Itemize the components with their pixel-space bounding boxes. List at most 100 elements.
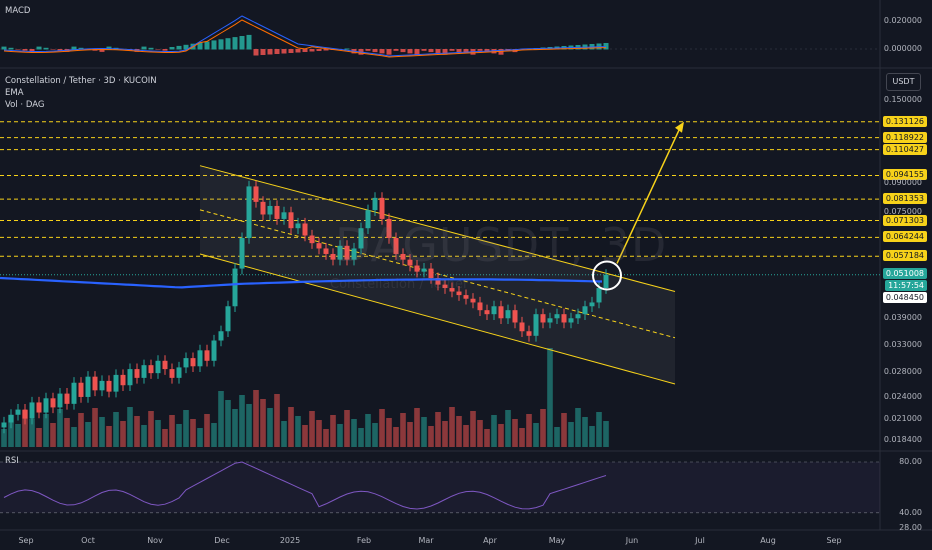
candle-body — [505, 310, 511, 319]
macd-histogram-bar — [267, 49, 273, 55]
volume-bar — [64, 418, 70, 447]
candle-body — [477, 302, 483, 311]
macd-histogram-bar — [449, 49, 455, 51]
volume-bar — [78, 413, 84, 447]
volume-bar — [484, 429, 490, 447]
candle-body — [316, 243, 322, 249]
candle-body — [15, 409, 21, 415]
price-tick-label: 0.090000 — [883, 177, 922, 187]
currency-unit-button[interactable]: USDT — [886, 73, 921, 91]
volume-bar — [43, 414, 49, 447]
macd-histogram-bar — [183, 44, 189, 50]
volume-bar — [309, 411, 315, 447]
volume-bar — [351, 419, 357, 447]
macd-histogram-bar — [155, 49, 161, 50]
volume-bar — [316, 420, 322, 447]
candle-body — [589, 302, 595, 307]
macd-histogram-bar — [379, 49, 385, 54]
macd-histogram-bar — [36, 46, 42, 50]
rsi-band — [0, 462, 880, 513]
volume-bar — [400, 413, 406, 447]
macd-histogram-bar — [239, 36, 245, 50]
volume-bar — [428, 426, 434, 447]
candle-body — [260, 201, 266, 215]
volume-bar — [337, 424, 343, 447]
time-tick-label: Mar — [418, 536, 434, 545]
macd-histogram-bar — [288, 49, 294, 53]
candle-body — [603, 274, 609, 289]
volume-bar — [379, 409, 385, 447]
breakout-circle — [592, 260, 622, 291]
candle-body — [568, 318, 574, 323]
macd-histogram-bar — [99, 49, 105, 52]
candle-body — [435, 278, 441, 285]
volume-bar — [449, 407, 455, 447]
countdown-badge: 11:57:54 — [885, 279, 927, 291]
candle-body — [295, 223, 301, 229]
macd-histogram-bar — [225, 38, 231, 50]
candle-body — [540, 314, 546, 323]
candle-body — [344, 245, 350, 260]
candle-body — [253, 186, 259, 202]
price-tick-label: 0.039000 — [883, 313, 922, 323]
candle-body — [484, 310, 490, 315]
candle-body — [169, 369, 175, 378]
macd-histogram-bar — [316, 49, 322, 51]
candle-body — [232, 268, 238, 307]
candle-body — [246, 186, 252, 239]
volume-bar — [1, 429, 7, 447]
candle-body — [575, 314, 581, 319]
candle-body — [71, 382, 77, 404]
macd-histogram-bar — [106, 46, 112, 50]
macd-histogram-bar — [442, 49, 448, 55]
current-price-badge: 0.051008 — [882, 267, 927, 279]
projection-arrowhead — [675, 121, 684, 133]
candle-body — [351, 248, 357, 260]
macd-histogram-bar — [323, 49, 329, 51]
volume-bar — [582, 417, 588, 447]
target-level-badge: 0.094155 — [882, 169, 927, 181]
target-level-badge: 0.057184 — [882, 250, 927, 262]
volume-bars — [1, 348, 609, 447]
volume-bar — [113, 412, 119, 447]
candle-body — [134, 369, 140, 378]
macd-histogram-bar — [400, 49, 406, 53]
macd-histogram-bar — [15, 49, 21, 50]
macd-histogram-bar — [169, 47, 175, 50]
ema-line — [0, 276, 603, 289]
volume-bar — [491, 415, 497, 447]
volume-bar — [414, 408, 420, 447]
volume-bar — [204, 414, 210, 447]
volume-bar — [134, 416, 140, 447]
volume-bar — [498, 424, 504, 447]
macd-histogram-bar — [141, 46, 147, 50]
candle-body — [64, 393, 70, 404]
volume-bar — [295, 416, 301, 447]
macd-histogram-bar — [463, 49, 469, 54]
volume-bar — [218, 391, 224, 447]
channel-upper-line — [199, 165, 676, 293]
candle-body — [393, 238, 399, 254]
macd-pane — [0, 15, 880, 58]
volume-bar — [232, 409, 238, 447]
volume-bar — [533, 423, 539, 447]
volume-bar — [463, 425, 469, 447]
candle-body — [372, 197, 378, 211]
macd-histogram-bar — [302, 49, 308, 52]
volume-bar — [155, 420, 161, 447]
macd-histogram-bar — [211, 40, 217, 50]
candle-body — [281, 212, 287, 219]
candle-body — [141, 365, 147, 378]
candle-body — [267, 205, 273, 215]
rsi-title: RSI — [5, 456, 19, 466]
candle-body — [1, 422, 7, 428]
macd-histogram-bar — [484, 49, 490, 53]
channel-lower-line — [199, 253, 676, 385]
candle-body — [442, 284, 448, 289]
volume-bar — [575, 408, 581, 447]
candle-body — [29, 402, 35, 419]
candlesticks — [1, 180, 609, 434]
macd-histogram-bar — [414, 49, 420, 55]
price-tick-label: 0.150000 — [883, 95, 922, 104]
candle-body — [190, 358, 196, 367]
